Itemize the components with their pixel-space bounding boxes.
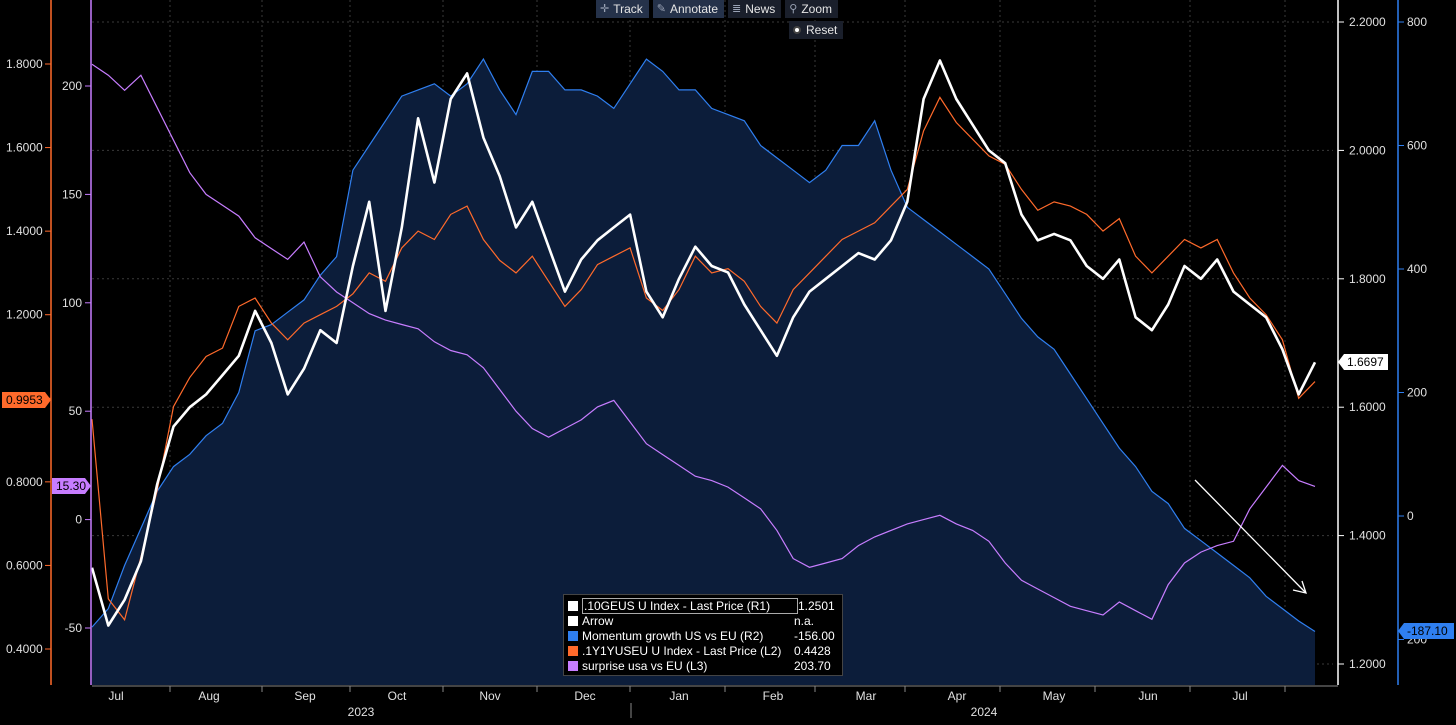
chart-legend: .10GEUS U Index - Last Price (R1) 1.2501… (563, 594, 843, 676)
l2-tick-label: 1.2000 (6, 308, 43, 322)
x-tick-label: Nov (479, 689, 500, 703)
r1-tick-label: 2.2000 (1349, 15, 1386, 29)
r2-tick-label: 200 (1407, 386, 1427, 400)
l2-tick-label: 1.6000 (6, 141, 43, 155)
l2-tick-label: 0.8000 (6, 475, 43, 489)
r1-last-value-badge-bg (1338, 354, 1388, 370)
reset-icon (793, 26, 801, 34)
r1-tick-label: 2.0000 (1349, 143, 1386, 157)
x-tick-label: Feb (763, 689, 784, 703)
l3-tick-label: 0 (75, 513, 82, 527)
l3-last-value-badge-bg (52, 478, 91, 494)
r1-tick-label: 1.2000 (1349, 657, 1386, 671)
crosshair-icon: ✛ (600, 3, 610, 15)
r1-last-value-badge-text: 1.6697 (1347, 355, 1384, 369)
legend-value: 0.4428 (794, 643, 831, 658)
l3-tick-label: -50 (65, 621, 83, 635)
r2-last-value-badge-bg (1398, 623, 1454, 639)
l3-last-value-badge-text: 15.30 (56, 479, 86, 493)
legend-label: surprise usa vs EU (L3) (582, 658, 708, 673)
magnifier-icon: ⚲ (789, 3, 798, 15)
oneyear-fwd-line (91, 96, 1316, 622)
momentum-growth-line (91, 57, 1316, 633)
l2-last-value-badge: 0.9953 (2, 392, 51, 408)
surprise-line (91, 63, 1316, 621)
pencil-icon: ✎ (656, 3, 666, 15)
annotate-label: Annotate (670, 2, 719, 16)
track-button[interactable]: ✛ Track (596, 0, 649, 18)
r2-tick-label: 400 (1407, 262, 1427, 276)
l2-tick-label: 0.6000 (6, 558, 43, 572)
legend-item-r2[interactable]: Momentum growth US vs EU (R2) -156.00 (568, 628, 838, 643)
news-icon: ≣ (732, 3, 742, 15)
r1-tick-label: 1.8000 (1349, 272, 1386, 286)
x-tick-label: Dec (574, 689, 595, 703)
l3-tick-label: 100 (62, 296, 82, 310)
reset-button[interactable]: Reset (789, 21, 844, 39)
reset-label: Reset (806, 23, 838, 37)
x-tick-label: Oct (388, 689, 407, 703)
legend-item-l2[interactable]: .1Y1YUSEU U Index - Last Price (L2) 0.44… (568, 643, 838, 658)
zoom-label: Zoom (801, 2, 833, 16)
legend-item-l3[interactable]: surprise usa vs EU (L3) 203.70 (568, 658, 838, 673)
legend-swatch (568, 600, 578, 611)
series-lines (90, 57, 1317, 633)
year-label: 2023 (348, 705, 375, 719)
legend-label: Arrow (582, 613, 614, 628)
l3-tick-label: 200 (62, 79, 82, 93)
track-label: Track (613, 2, 643, 16)
l3-tick-label: 50 (69, 404, 83, 418)
x-tick-label: Mar (856, 689, 877, 703)
r1-tick-label: 1.6000 (1349, 400, 1386, 414)
x-tick-label: Jan (669, 689, 688, 703)
area-layer (92, 59, 1315, 686)
legend-value: -156.00 (794, 628, 835, 643)
l2-last-value-badge-bg (2, 392, 51, 408)
l2-tick-label: 1.8000 (6, 57, 43, 71)
x-tick-label: Jun (1138, 689, 1157, 703)
legend-swatch (568, 660, 578, 671)
legend-label: .1Y1YUSEU U Index - Last Price (L2) (582, 643, 782, 658)
annotate-button[interactable]: ✎ Annotate (652, 0, 725, 18)
legend-value: 1.2501 (798, 598, 835, 613)
legend-value: 203.70 (794, 658, 831, 673)
year-label: 2024 (971, 705, 998, 719)
legend-label: Momentum growth US vs EU (R2) (582, 628, 764, 643)
trend-arrow (1194, 479, 1307, 594)
l2-tick-label: 1.4000 (6, 224, 43, 238)
ten-year-spread-line (90, 59, 1317, 627)
l2-tick-label: 0.4000 (6, 642, 43, 656)
momentum-area (92, 59, 1315, 686)
news-button[interactable]: ≣ News (728, 0, 782, 18)
r2-tick-label: 800 (1407, 15, 1427, 29)
x-tick-label: May (1043, 689, 1066, 703)
x-tick-label: Apr (948, 689, 967, 703)
legend-value: n.a. (794, 613, 815, 628)
r2-last-value-badge: -187.10 (1398, 623, 1454, 639)
legend-label: .10GEUS U Index - Last Price (R1) (582, 597, 798, 614)
legend-swatch (568, 630, 578, 641)
l3-tick-label: 150 (62, 187, 82, 201)
chart-toolbar: ✛ Track ✎ Annotate ≣ News ⚲ Zoom (596, 0, 839, 18)
r2-tick-label: 600 (1407, 139, 1427, 153)
legend-swatch (568, 645, 578, 656)
r1-last-value-badge: 1.6697 (1338, 354, 1388, 370)
legend-item-r1[interactable]: .10GEUS U Index - Last Price (R1) 1.2501 (568, 597, 838, 614)
r1-tick-label: 1.4000 (1349, 529, 1386, 543)
zoom-button[interactable]: ⚲ Zoom (785, 0, 839, 18)
r2-last-value-badge-text: -187.10 (1407, 624, 1448, 638)
l3-last-value-badge: 15.30 (52, 478, 91, 494)
l2-last-value-badge-text: 0.9953 (6, 393, 43, 407)
x-tick-label: Jul (108, 689, 123, 703)
news-label: News (745, 2, 776, 16)
x-tick-label: Sep (294, 689, 316, 703)
legend-item-arrow[interactable]: Arrow n.a. (568, 613, 838, 628)
x-tick-label: Aug (198, 689, 219, 703)
x-tick-label: Jul (1232, 689, 1247, 703)
r2-tick-label: 0 (1407, 509, 1414, 523)
legend-swatch (568, 615, 578, 626)
